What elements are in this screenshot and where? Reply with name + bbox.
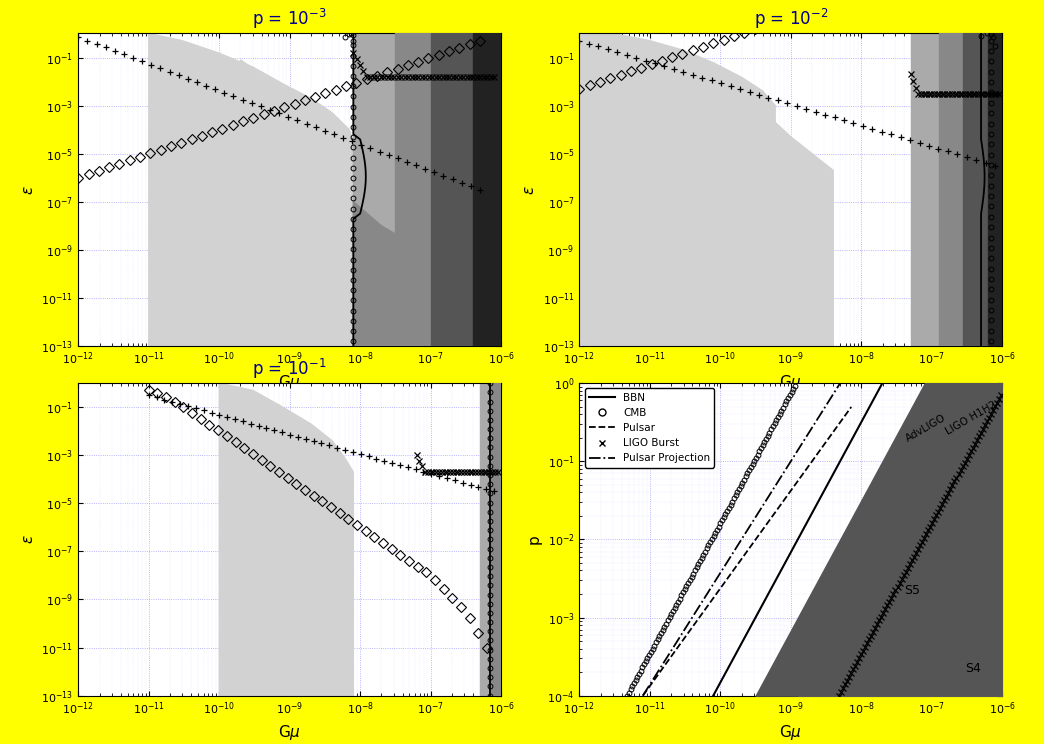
Polygon shape bbox=[396, 33, 501, 346]
Polygon shape bbox=[480, 383, 501, 696]
Polygon shape bbox=[473, 33, 501, 346]
Y-axis label: $\varepsilon$: $\varepsilon$ bbox=[21, 185, 35, 195]
Polygon shape bbox=[353, 33, 501, 346]
Y-axis label: $\varepsilon$: $\varepsilon$ bbox=[522, 185, 537, 195]
Text: S4: S4 bbox=[966, 662, 981, 675]
Polygon shape bbox=[240, 60, 353, 346]
Polygon shape bbox=[939, 33, 1002, 346]
Title: p = 10$^{-3}$: p = 10$^{-3}$ bbox=[253, 7, 327, 31]
X-axis label: G$\mu$: G$\mu$ bbox=[780, 722, 802, 742]
Polygon shape bbox=[353, 202, 424, 346]
Polygon shape bbox=[953, 202, 1023, 346]
Polygon shape bbox=[989, 33, 1002, 346]
Text: S5: S5 bbox=[904, 584, 920, 597]
Y-axis label: p: p bbox=[526, 534, 542, 545]
Polygon shape bbox=[491, 383, 501, 696]
Text: LIGO H1H2: LIGO H1H2 bbox=[944, 400, 999, 437]
Polygon shape bbox=[431, 33, 501, 346]
Polygon shape bbox=[579, 33, 776, 346]
Title: p = 10$^{-1}$: p = 10$^{-1}$ bbox=[253, 356, 327, 381]
Legend: BBN, CMB, Pulsar, LIGO Burst, Pulsar Projection: BBN, CMB, Pulsar, LIGO Burst, Pulsar Pro… bbox=[585, 388, 714, 467]
Polygon shape bbox=[754, 108, 833, 346]
Y-axis label: $\varepsilon$: $\varepsilon$ bbox=[21, 534, 35, 545]
Title: p = 10$^{-2}$: p = 10$^{-2}$ bbox=[754, 7, 828, 31]
Polygon shape bbox=[219, 383, 353, 696]
Polygon shape bbox=[964, 33, 1002, 346]
Polygon shape bbox=[149, 33, 353, 346]
X-axis label: G$\mu$: G$\mu$ bbox=[279, 722, 301, 742]
Polygon shape bbox=[910, 33, 1002, 346]
X-axis label: G$\mu$: G$\mu$ bbox=[279, 373, 301, 392]
Text: AdvLIGO: AdvLIGO bbox=[904, 412, 948, 443]
X-axis label: G$\mu$: G$\mu$ bbox=[780, 373, 802, 392]
